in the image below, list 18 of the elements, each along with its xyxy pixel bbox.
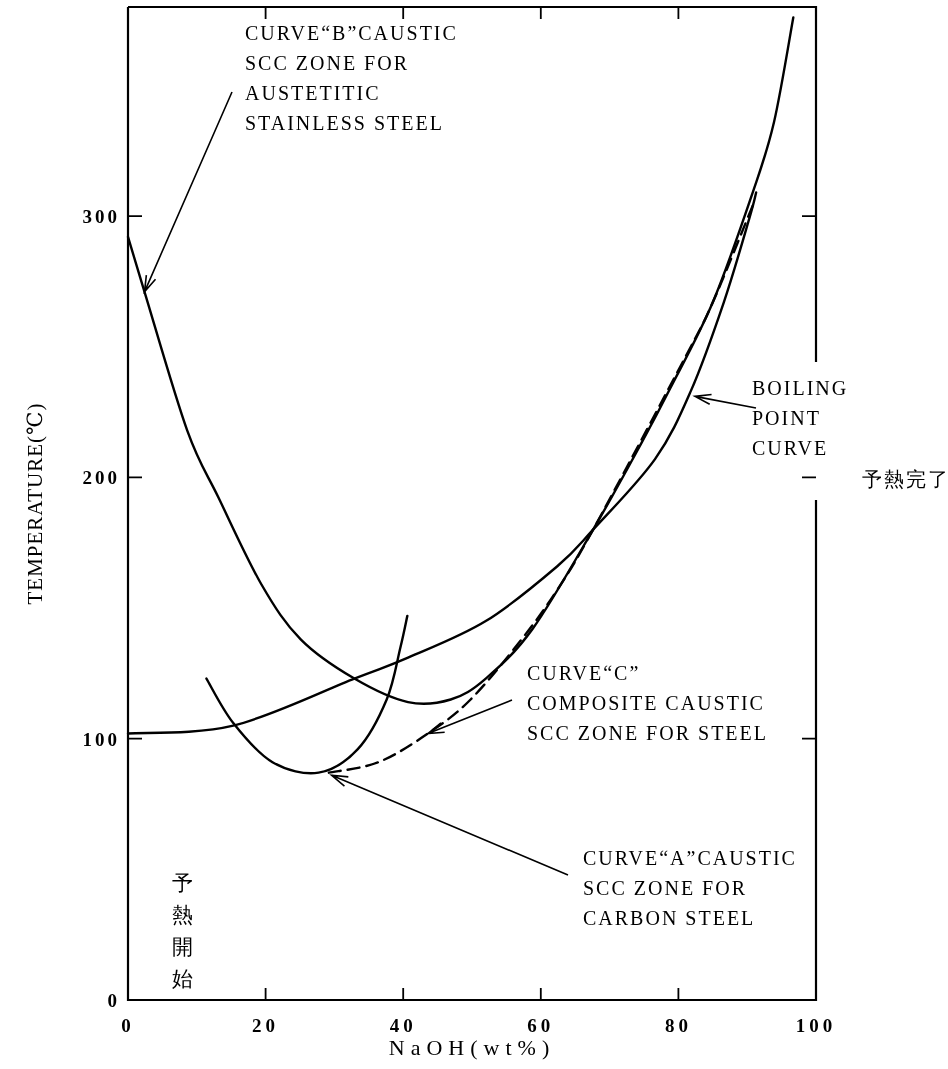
x-axis-title: NaOH(wt%)	[388, 1035, 556, 1060]
annotation: BOILING POINT CURVE	[752, 377, 849, 459]
x-tick-label: 0	[121, 1015, 135, 1036]
x-tick-label: 60	[527, 1015, 555, 1036]
annotation: CURVE“B”CAUSTIC SCC ZONE FOR AUSTETITIC STAINLESS STEEL	[245, 22, 458, 134]
x-tick-label: 100	[795, 1015, 837, 1036]
y-tick-label: 100	[82, 728, 120, 750]
x-tick-label: 20	[252, 1015, 280, 1036]
x-tick-label: 80	[664, 1015, 692, 1036]
y-axis-title: TEMPERATURE(℃)	[23, 402, 47, 605]
annotation: CURVE“C” COMPOSITE CAUSTIC SCC ZONE FOR STEEL	[527, 662, 769, 744]
annotation: 予熱開始	[171, 871, 193, 991]
y-tick-label: 200	[82, 467, 120, 489]
x-tick-label: 40	[389, 1015, 417, 1036]
annotation: CURVE“A”CAUSTIC SCC ZONE FOR CARBON STEEL	[583, 847, 797, 929]
text: 予熱完了	[862, 468, 948, 490]
y-tick-label: 300	[82, 206, 120, 228]
y-tick-label: 0	[107, 990, 120, 1011]
